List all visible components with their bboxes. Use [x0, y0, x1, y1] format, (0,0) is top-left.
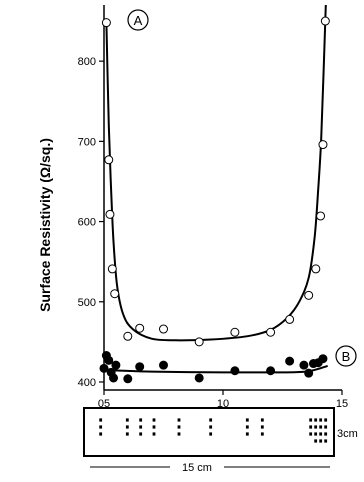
series-b-point	[109, 373, 119, 383]
series-b-point	[304, 368, 314, 378]
series-a-point	[320, 16, 330, 26]
x-tick-label: 15	[336, 398, 348, 410]
sample-width-label: 15 cm	[182, 462, 212, 474]
series-b-point	[230, 366, 240, 376]
series-a-point	[110, 289, 120, 299]
sample-dot	[324, 432, 328, 436]
y-tick-label: 700	[78, 136, 96, 148]
data-points	[99, 16, 330, 384]
sample-dot	[309, 432, 313, 436]
sample-dot	[314, 439, 318, 443]
sample-dot	[314, 425, 318, 429]
series-b-point	[159, 360, 168, 370]
sample-dot	[99, 418, 103, 422]
sample-dot	[314, 432, 318, 436]
sample-dot	[260, 425, 264, 429]
series-a-point	[318, 140, 328, 150]
series-b-badge-circle	[335, 345, 357, 367]
series-b-badge: B	[335, 345, 357, 367]
sample-dot	[245, 432, 249, 436]
sample-dot	[309, 418, 313, 422]
sample-dot	[139, 432, 143, 436]
series-b-badge-label: B	[342, 349, 351, 364]
sample-dot	[177, 418, 181, 422]
sample-height-label: 3cm	[337, 428, 358, 440]
sample-dot	[125, 418, 129, 422]
series-b-point	[123, 374, 133, 384]
series-b-point	[135, 362, 145, 372]
sample-dot	[260, 418, 264, 422]
sample-dot	[319, 425, 323, 429]
sample-dot	[324, 425, 328, 429]
sample-dot	[245, 418, 249, 422]
series-a-point	[123, 331, 133, 341]
sample-diagram: 3cm 15 cm	[83, 407, 358, 474]
sample-dot	[209, 432, 213, 436]
y-tick-label: 800	[78, 56, 96, 68]
series-a-point	[194, 337, 204, 347]
y-ticks: 400 500 600 700 800	[78, 56, 104, 389]
sample-dot	[324, 439, 328, 443]
sample-dot	[125, 432, 129, 436]
sample-dot	[260, 432, 264, 436]
series-a-point	[107, 264, 117, 274]
sample-outline	[83, 407, 335, 457]
sample-dot	[319, 432, 323, 436]
sample-dot	[99, 432, 103, 436]
series-a-point	[101, 18, 111, 28]
sample-dot	[152, 432, 156, 436]
series-a-point	[304, 290, 314, 300]
sample-dot	[125, 425, 129, 429]
series-a-point	[159, 324, 168, 334]
y-tick-label: 400	[78, 377, 96, 389]
sample-dot	[177, 432, 181, 436]
series-b-point	[111, 360, 121, 370]
series-a-point	[230, 327, 240, 337]
series-a-point	[105, 209, 115, 219]
series-a-badge: A	[127, 9, 149, 31]
series-a-point	[285, 314, 295, 324]
series-b-point	[318, 354, 328, 364]
series-a-point	[311, 264, 321, 274]
series-b-point	[299, 360, 309, 370]
fit-lines	[103, 4, 328, 374]
series-b-point	[99, 363, 109, 373]
sample-dot	[309, 425, 313, 429]
series-b-point	[194, 373, 204, 383]
sample-dot	[152, 418, 156, 422]
sample-dot	[209, 425, 213, 429]
series-b-point	[285, 356, 295, 366]
sample-dot	[324, 418, 328, 422]
sample-dot-pattern	[99, 418, 328, 443]
series-a-point	[266, 327, 276, 337]
y-tick-label: 600	[78, 217, 96, 229]
series-b-point	[266, 366, 276, 376]
sample-dot	[152, 425, 156, 429]
sample-dot	[139, 418, 143, 422]
sample-dot	[177, 425, 181, 429]
sample-dot	[319, 439, 323, 443]
series-a-point	[104, 155, 114, 165]
series-a-badge-label: A	[134, 13, 143, 28]
series-a-fit-line	[105, 4, 327, 342]
series-a-badge-circle	[127, 9, 149, 31]
sample-dot	[314, 418, 318, 422]
y-tick-label: 500	[78, 297, 96, 309]
sample-dot	[209, 418, 213, 422]
sample-dot	[99, 425, 103, 429]
series-a-point	[316, 211, 326, 221]
sample-dot	[139, 425, 143, 429]
series-b-point	[104, 355, 114, 365]
sample-dot	[319, 418, 323, 422]
sample-dot	[245, 425, 249, 429]
series-a-point	[135, 323, 145, 333]
y-axis-label: Surface Resistivity (Ω/sq.)	[37, 138, 53, 312]
